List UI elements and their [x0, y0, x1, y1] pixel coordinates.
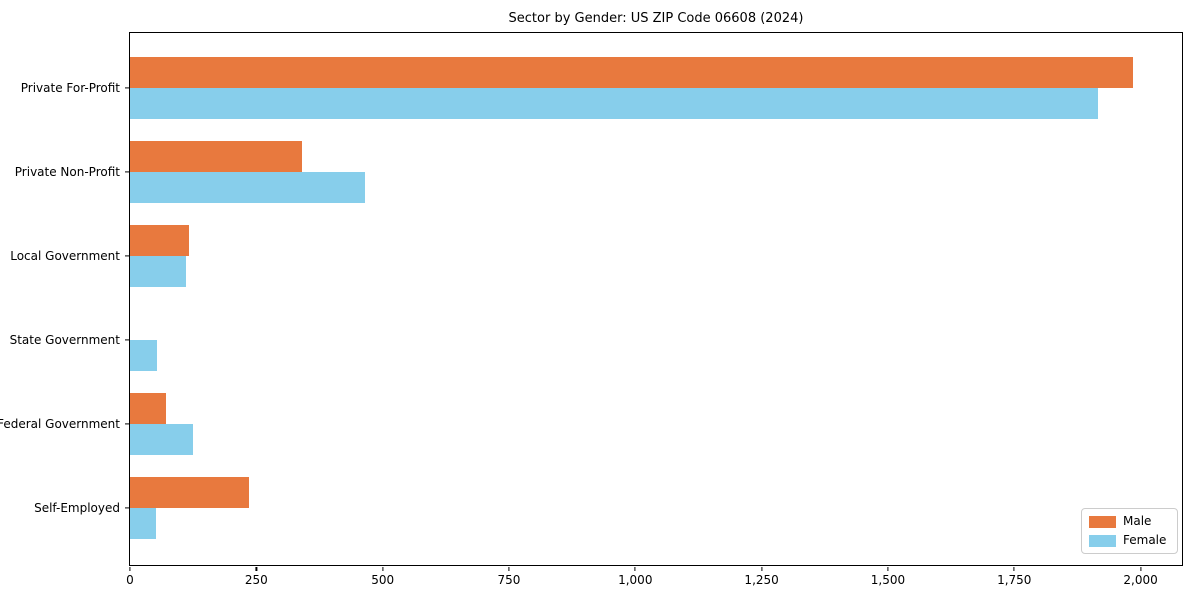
bar-male-self-employed	[130, 476, 249, 508]
ytick-private-for-profit	[124, 86, 129, 89]
xtick-label-1250: 1,250	[744, 573, 779, 587]
xtick-250	[255, 566, 257, 571]
xtick-2000	[1139, 566, 1142, 571]
xtick-label-750: 750	[497, 573, 521, 587]
ylabel-federal-government: Federal Government	[0, 416, 120, 431]
legend-entry-male: Male	[1089, 515, 1169, 528]
xtick-label-0: 0	[126, 573, 134, 587]
xtick-label-2000: 2,000	[1123, 573, 1158, 587]
bar-female-private-non-profit	[130, 171, 365, 203]
legend-entry-female: Female	[1089, 534, 1169, 547]
ytick-state-government	[124, 338, 129, 341]
xtick-label-500: 500	[371, 573, 395, 587]
xtick-1500	[887, 566, 889, 571]
xtick-750	[508, 566, 510, 571]
xtick-label-1750: 1,750	[997, 573, 1032, 587]
ytick-self-employed	[124, 506, 129, 509]
xtick-1250	[761, 566, 763, 571]
legend-label-female: Female	[1123, 533, 1167, 547]
legend-swatch-male	[1089, 515, 1116, 528]
xtick-0	[129, 566, 131, 571]
bar-male-private-non-profit	[130, 140, 302, 172]
ylabel-local-government: Local Government	[10, 248, 120, 263]
bar-female-state-government	[130, 339, 157, 371]
bar-male-private-for-profit	[130, 56, 1133, 88]
xtick-label-1500: 1,500	[870, 573, 906, 587]
xtick-label-250: 250	[244, 573, 268, 587]
xtick-1000	[634, 566, 636, 571]
bar-female-private-for-profit	[130, 87, 1098, 119]
legend-swatch-female	[1089, 534, 1116, 547]
ytick-private-non-profit	[124, 170, 129, 173]
legend: Male Female	[1081, 508, 1178, 554]
chart-title: Sector by Gender: US ZIP Code 06608 (202…	[508, 11, 804, 26]
bar-male-local-government	[130, 224, 190, 256]
legend-label-male: Male	[1123, 514, 1152, 528]
xtick-1750	[1013, 566, 1015, 571]
xtick-label-1000: 1,000	[618, 573, 653, 587]
ytick-local-government	[124, 254, 129, 257]
ytick-federal-government	[124, 422, 129, 425]
ylabel-state-government: State Government	[9, 332, 120, 347]
ylabel-private-non-profit: Private Non-Profit	[14, 164, 120, 179]
bar-male-federal-government	[130, 392, 166, 424]
xtick-500	[382, 566, 384, 571]
plot-area: Male Female Private For-Profit Private No…	[0, 32, 1183, 587]
bar-female-federal-government	[130, 423, 194, 455]
bar-female-local-government	[130, 255, 186, 287]
ylabel-self-employed: Self-Employed	[34, 500, 120, 515]
bar-female-self-employed	[130, 507, 157, 539]
ylabel-private-for-profit: Private For-Profit	[20, 80, 120, 95]
